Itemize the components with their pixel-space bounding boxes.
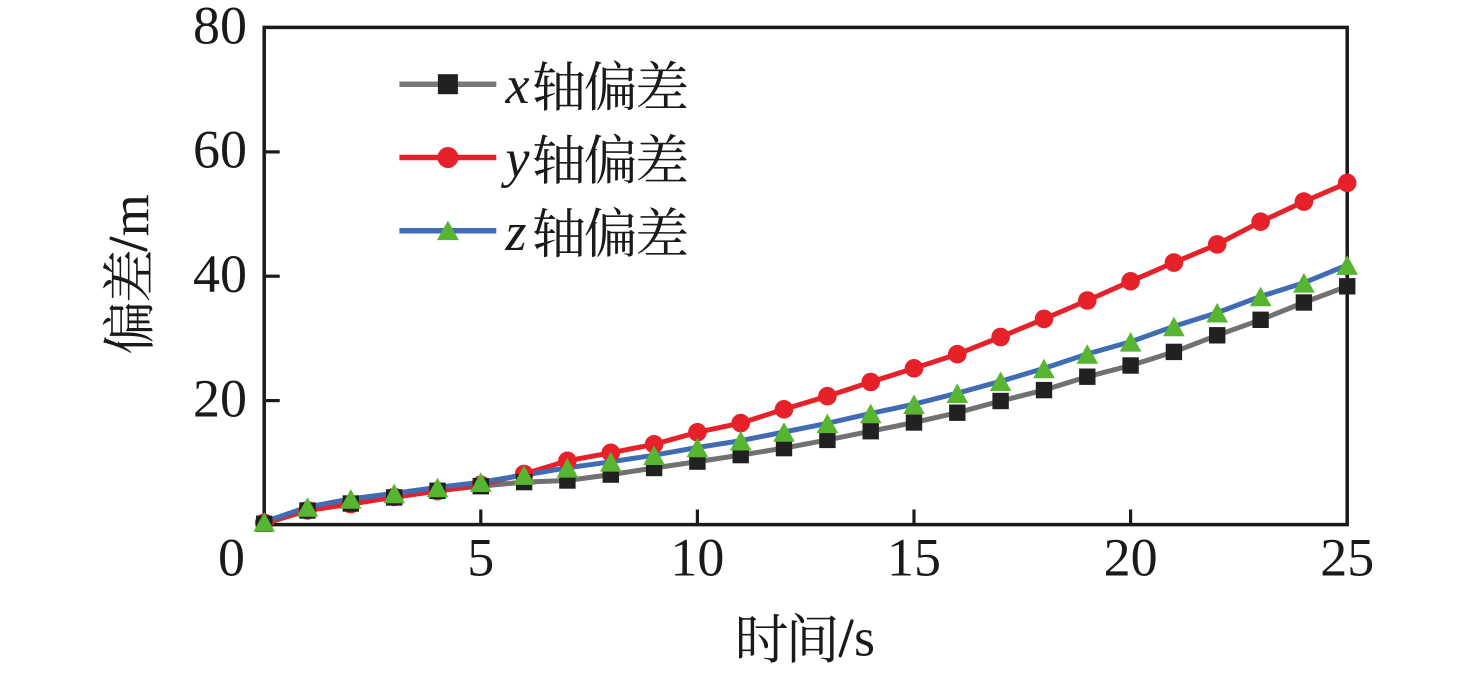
svg-text:25: 25 — [1320, 528, 1374, 588]
svg-text:20: 20 — [193, 368, 247, 428]
svg-text:m: m — [101, 194, 161, 236]
svg-text:20: 20 — [1104, 528, 1158, 588]
svg-text:0: 0 — [218, 528, 245, 588]
svg-text:z: z — [505, 202, 527, 262]
svg-text:60: 60 — [193, 120, 247, 180]
svg-text:40: 40 — [193, 244, 247, 304]
svg-text:10: 10 — [670, 528, 724, 588]
svg-text:x: x — [505, 55, 530, 115]
svg-text:y: y — [501, 129, 530, 189]
svg-text:15: 15 — [887, 528, 941, 588]
svg-text:5: 5 — [467, 528, 494, 588]
svg-text:80: 80 — [193, 0, 247, 55]
svg-text:s: s — [854, 608, 875, 668]
